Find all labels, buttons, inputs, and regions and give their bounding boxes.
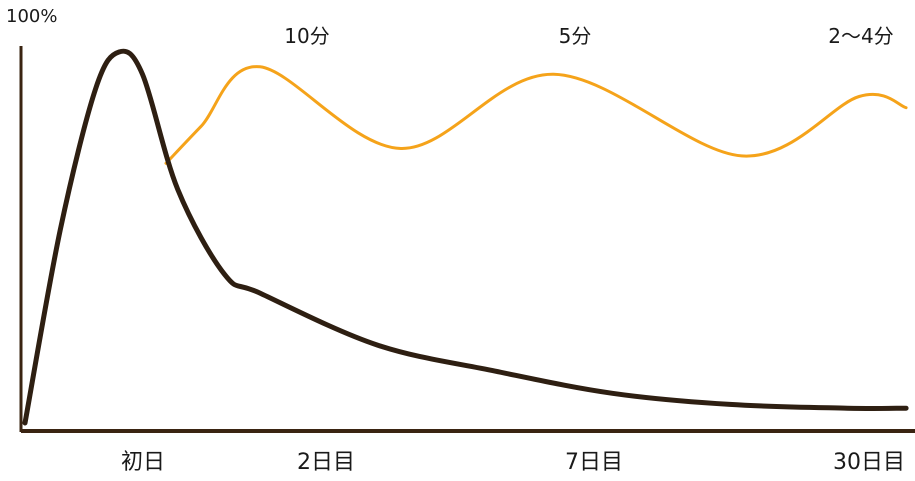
- y-tick-label-100: 100%: [6, 6, 58, 27]
- annotation-2-4min: 2〜4分: [828, 24, 894, 48]
- x-tick-label-day1: 初日: [120, 450, 166, 475]
- review-curve-line: [164, 65, 908, 165]
- x-tick-label-day2: 2日目: [297, 450, 355, 475]
- x-tick-label-day30: 30日目: [833, 450, 905, 475]
- series-layer: [22, 48, 909, 426]
- x-tick-label-day7: 7日目: [565, 450, 623, 475]
- forgetting-curve-line: [22, 48, 909, 426]
- annotation-5min: 5分: [558, 24, 592, 48]
- annotation-10min: 10分: [284, 24, 330, 48]
